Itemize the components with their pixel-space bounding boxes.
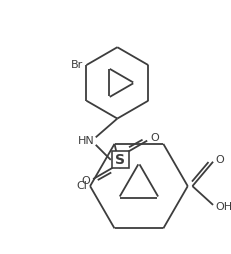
Text: O: O — [149, 133, 158, 143]
Text: Cl: Cl — [76, 181, 87, 191]
Text: S: S — [115, 153, 125, 167]
Text: HN: HN — [78, 136, 94, 146]
Text: O: O — [81, 177, 90, 186]
Text: Br: Br — [71, 60, 83, 70]
Bar — [111, 151, 128, 168]
Text: OH: OH — [214, 202, 231, 212]
Text: O: O — [214, 155, 223, 165]
